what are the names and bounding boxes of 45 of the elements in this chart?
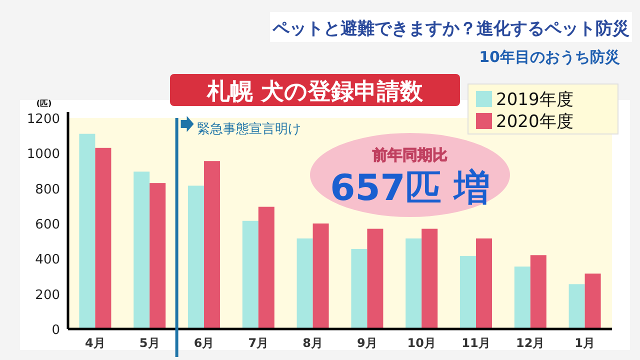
annotation: 前年同期比 657匹 増	[330, 146, 490, 209]
y-tick-label: 400	[35, 252, 60, 268]
bar	[150, 183, 166, 329]
bar	[367, 228, 384, 329]
bar	[584, 274, 601, 329]
bar	[188, 186, 204, 329]
bar	[79, 134, 96, 329]
y-tick-label: 0	[52, 323, 60, 338]
x-tick-label: 5月	[139, 336, 160, 350]
y-tick-label: 1000	[26, 147, 60, 162]
text: ペットと避難できますか？進化するペット防災	[272, 19, 630, 39]
bar	[406, 238, 422, 329]
y-tick-label: 1200	[26, 112, 60, 127]
bar	[351, 248, 368, 329]
legend-label: 2020年度	[496, 112, 574, 132]
bar	[258, 206, 274, 329]
x-tick-label: 11月	[462, 336, 490, 350]
bar	[514, 266, 530, 329]
ref-line-label: 緊急事態宣言明け	[196, 121, 301, 137]
y-tick-label: 600	[35, 218, 60, 232]
chart-title: 札幌 犬の登録申請数	[206, 79, 424, 105]
y-axis-title: (匹)	[36, 99, 52, 108]
text: 10年目のおうち防災	[479, 48, 620, 66]
bar	[568, 284, 585, 329]
bar	[422, 228, 438, 329]
x-tick-label: 6月	[194, 336, 214, 350]
bar	[134, 172, 150, 329]
y-tick-label: 200	[35, 288, 60, 303]
bar	[312, 224, 329, 329]
bar	[204, 161, 220, 329]
bar	[95, 148, 112, 329]
bar	[296, 238, 313, 329]
x-tick-label: 7月	[248, 336, 269, 350]
bar	[242, 220, 258, 329]
x-tick-label: 10月	[407, 336, 436, 350]
bar	[530, 255, 546, 329]
x-tick-label: 9月	[357, 336, 378, 350]
legend-label: 2019年度	[496, 90, 574, 110]
x-tick-label: 1月	[574, 336, 595, 350]
bar	[460, 256, 476, 329]
x-tick-label: 12月	[516, 336, 545, 350]
y-tick-label: 800	[35, 182, 60, 198]
x-tick-label: 4月	[85, 336, 106, 350]
bar	[476, 238, 492, 329]
x-tick-label: 8月	[302, 336, 323, 350]
